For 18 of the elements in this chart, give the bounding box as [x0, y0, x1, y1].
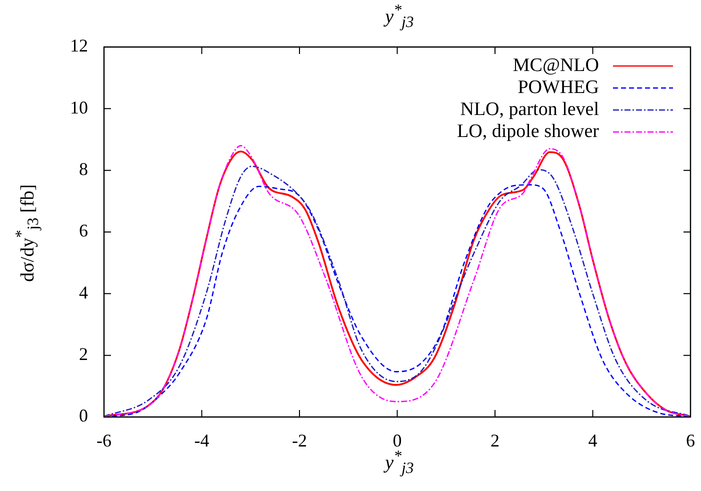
- y-tick-label: 0: [79, 406, 88, 426]
- y-tick-label: 8: [79, 159, 88, 180]
- y-tick-label: 12: [70, 36, 88, 56]
- x-tick-label: -2: [292, 430, 307, 451]
- legend-label: MC@NLO: [512, 55, 599, 77]
- x-tick-label: 4: [588, 430, 598, 451]
- x-tick-label: 2: [490, 430, 500, 451]
- y-tick-label: 4: [79, 282, 88, 302]
- x-tick-label: -6: [96, 430, 112, 451]
- y-tick-label: 2: [79, 344, 88, 364]
- y-tick-label: 6: [79, 220, 88, 241]
- y-tick-label: 10: [70, 97, 88, 118]
- legend-label: NLO, parton level: [460, 99, 599, 121]
- x-tick-label: 0: [392, 430, 402, 451]
- x-tick-label: -4: [194, 430, 210, 451]
- legend-label: LO, dipole shower: [457, 121, 599, 143]
- x-tick-label: 6: [686, 430, 695, 451]
- legend-label: POWHEG: [518, 77, 599, 99]
